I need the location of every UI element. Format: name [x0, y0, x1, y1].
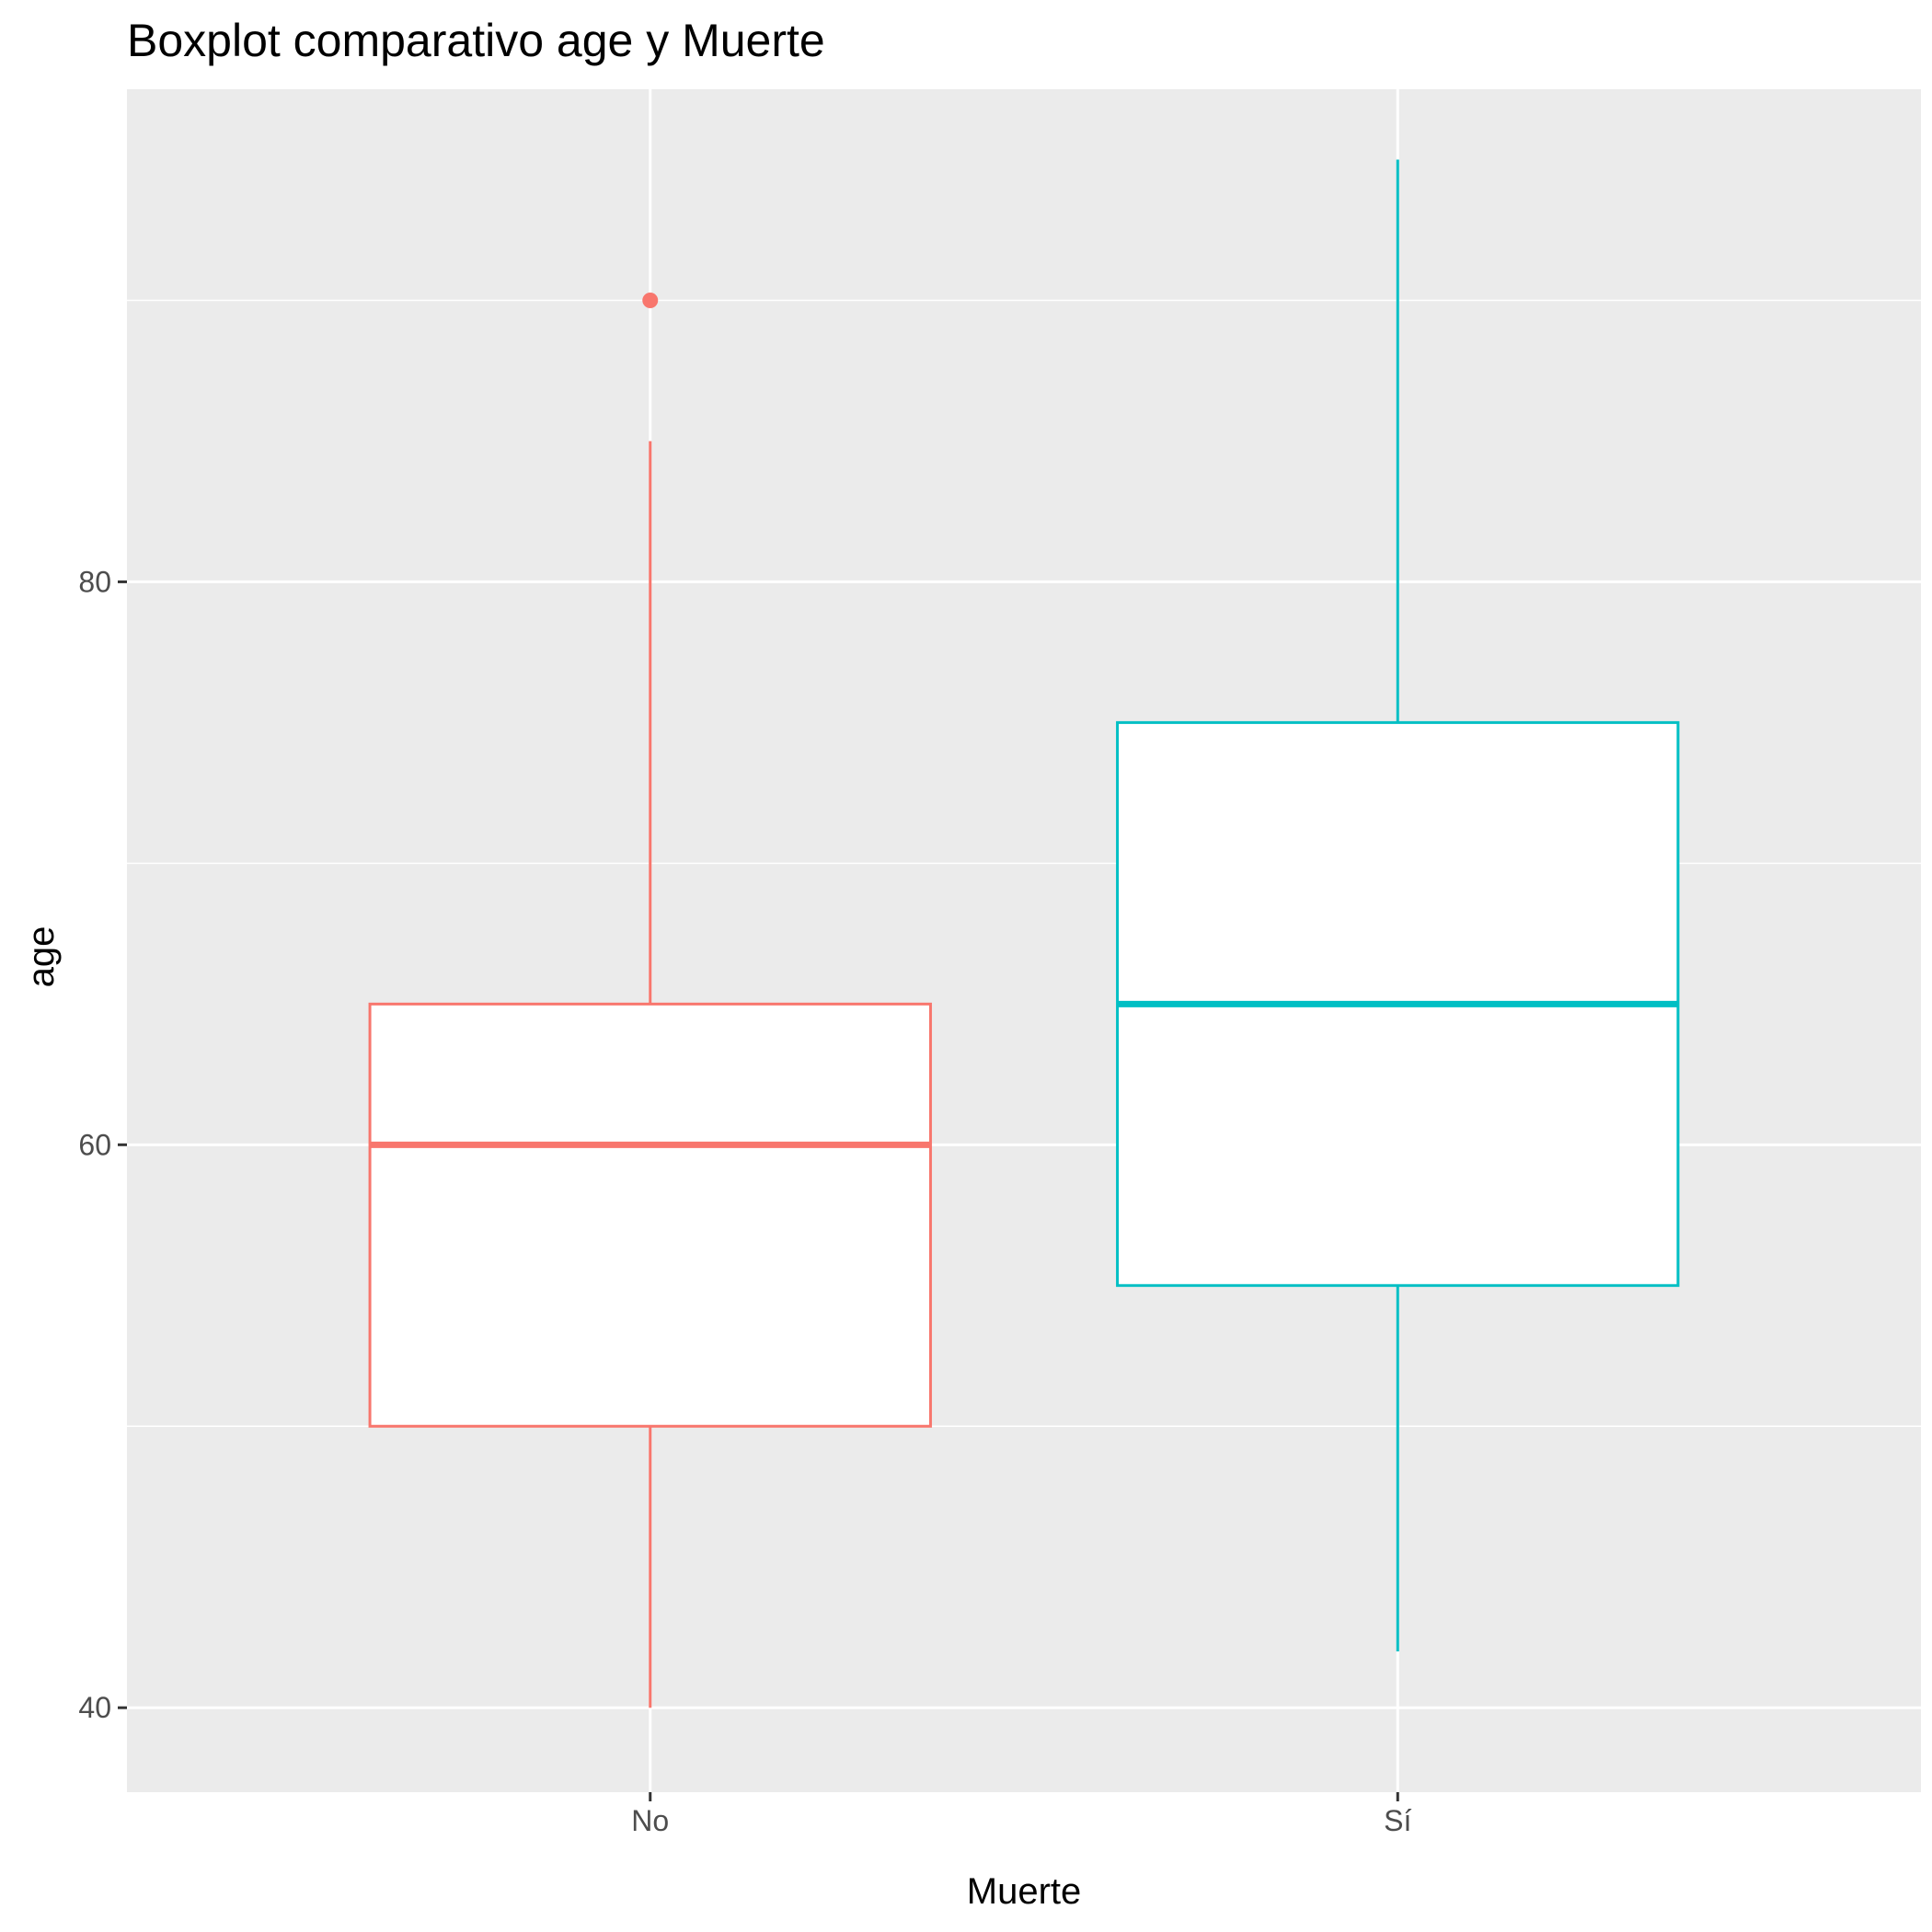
x-tick-label: Sí — [1384, 1804, 1411, 1837]
y-tick-label: 80 — [78, 565, 111, 598]
x-axis: No Sí — [631, 1792, 1411, 1837]
chart-title: Boxplot comparativo age y Muerte — [127, 15, 825, 66]
y-axis: 40 60 80 — [78, 565, 127, 1724]
y-tick-label: 40 — [78, 1691, 111, 1724]
outlier-point — [642, 292, 659, 308]
box-No — [368, 292, 932, 1708]
iqr-box — [368, 1002, 932, 1428]
y-tick-label: 60 — [78, 1128, 111, 1161]
box-Sí — [1116, 159, 1680, 1652]
x-axis-title: Muerte — [967, 1871, 1082, 1912]
boxes — [368, 159, 1680, 1708]
y-axis-title: age — [21, 926, 62, 988]
x-tick-label: No — [631, 1804, 669, 1837]
